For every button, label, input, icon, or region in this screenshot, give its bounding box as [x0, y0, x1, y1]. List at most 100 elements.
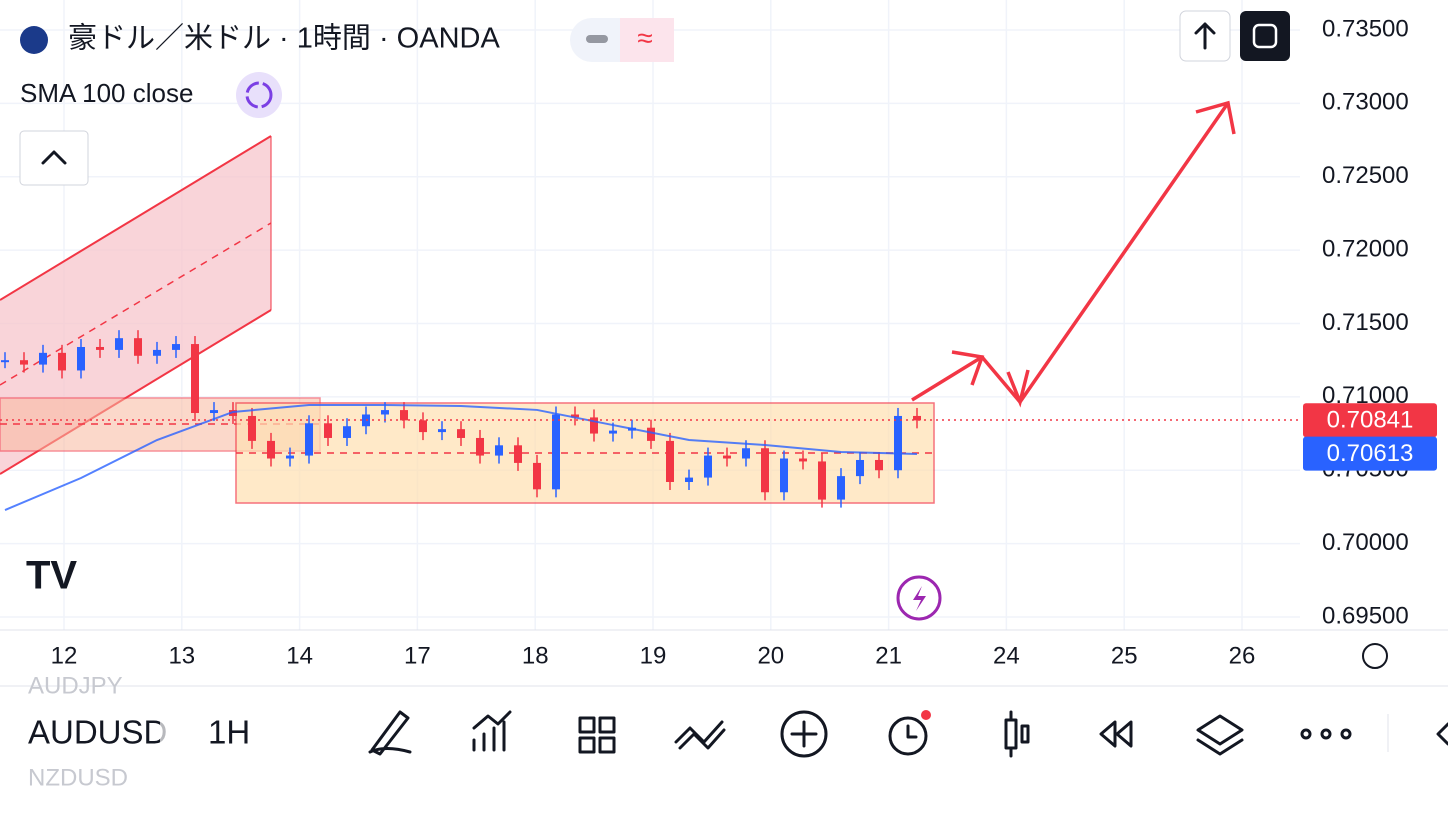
channel-top	[0, 135, 272, 301]
x-tick-label: 25	[1111, 642, 1138, 669]
candle	[343, 426, 351, 438]
alert-tool[interactable]	[888, 716, 928, 756]
layers-tool[interactable]	[1196, 714, 1244, 756]
candle	[134, 338, 142, 356]
candle	[77, 346, 85, 371]
candle	[305, 423, 313, 456]
candle	[742, 448, 750, 459]
plus	[790, 720, 818, 748]
arrow-head	[1006, 369, 1030, 408]
symbol[interactable]: AUDUSD	[28, 714, 167, 751]
flash-icon	[913, 586, 926, 611]
indicator-label: SMA 100 close	[20, 78, 193, 108]
prev-symbol[interactable]: AUDJPY	[28, 672, 123, 699]
candle	[248, 415, 256, 441]
chevron-up	[41, 150, 67, 165]
status-icon: ≈	[637, 22, 652, 53]
candle	[153, 349, 161, 356]
x-tick-label: 19	[640, 642, 667, 669]
candle	[58, 352, 66, 371]
candle	[210, 410, 218, 414]
candle	[96, 346, 104, 350]
candle	[115, 338, 123, 350]
candle	[381, 410, 389, 415]
candle	[267, 440, 275, 459]
candle	[438, 429, 446, 433]
candle	[20, 360, 28, 365]
candle	[647, 427, 655, 441]
y-tick-label: 0.72500	[1322, 162, 1409, 189]
candle	[723, 455, 731, 459]
indicators-tool[interactable]	[472, 710, 512, 752]
add-tool[interactable]	[780, 710, 828, 758]
alert-dot	[921, 710, 931, 720]
fullscreen-button[interactable]	[1240, 11, 1290, 61]
chart-type-tool[interactable]	[1004, 710, 1030, 758]
y-tick-label: 0.70000	[1322, 529, 1409, 556]
candle	[780, 458, 788, 493]
candle	[191, 344, 199, 414]
next-symbol[interactable]: NZDUSD	[28, 764, 128, 791]
candle	[571, 414, 579, 418]
candle	[761, 448, 769, 493]
candle	[894, 415, 902, 471]
x-tick-label: 21	[875, 642, 902, 669]
y-tick-label: 0.72000	[1322, 235, 1409, 262]
price-axis: 0.735000.730000.725000.720000.715000.710…	[1303, 15, 1437, 629]
candle	[818, 461, 826, 500]
y-tick-label: 0.69500	[1322, 602, 1409, 629]
x-tick-label: 17	[404, 642, 431, 669]
candle	[39, 352, 47, 365]
arrow-up-icon	[1194, 22, 1216, 50]
more-tool[interactable]	[1300, 728, 1352, 740]
y-tick-label: 0.71500	[1322, 309, 1409, 336]
candle	[400, 410, 408, 421]
indicator-toggle[interactable]	[236, 72, 282, 118]
price-axis-bg	[1300, 0, 1448, 630]
price-tag-label: 0.70613	[1327, 440, 1414, 467]
candle	[552, 414, 560, 490]
x-tick-label: 12	[51, 642, 78, 669]
compare-tool[interactable]	[674, 720, 726, 750]
status-dot	[586, 35, 608, 43]
plot	[1, 330, 921, 511]
candle	[419, 420, 427, 433]
replay-tool[interactable]	[1099, 720, 1133, 748]
candle	[837, 476, 845, 500]
candle	[324, 423, 332, 438]
candle	[1, 360, 9, 363]
price-tag	[1303, 436, 1437, 471]
candle	[666, 440, 674, 482]
flag-icon	[20, 26, 48, 54]
candle	[533, 462, 541, 490]
interval[interactable]: 1H	[208, 714, 250, 751]
layout-tool[interactable]	[578, 716, 616, 754]
candle	[172, 344, 180, 350]
x-tick-label: 14	[286, 642, 313, 669]
forecast-arrow	[911, 102, 1230, 404]
candle	[799, 458, 807, 462]
status-pill-alert	[620, 18, 674, 62]
logo: TV	[26, 554, 77, 598]
settings-icon[interactable]	[1362, 643, 1388, 669]
indicator-icon	[245, 81, 273, 109]
x-tick-label: 20	[757, 642, 784, 669]
candle	[590, 417, 598, 434]
collapse-toolbar[interactable]	[1436, 722, 1448, 746]
fullscreen-icon	[1252, 23, 1278, 49]
x-tick-label: 24	[993, 642, 1020, 669]
candle	[875, 459, 883, 471]
x-tick-label: 18	[522, 642, 549, 669]
symbol-fade	[160, 700, 190, 770]
price-tag-label: 0.70841	[1327, 407, 1414, 434]
collapse-button[interactable]	[19, 130, 89, 186]
candle	[457, 429, 465, 438]
candle	[704, 455, 712, 478]
candle	[286, 455, 294, 459]
sma-line	[4, 403, 918, 511]
draw-tool[interactable]	[368, 710, 412, 756]
candle	[495, 445, 503, 456]
x-tick-label: 26	[1229, 642, 1256, 669]
channel-fill	[0, 136, 271, 474]
